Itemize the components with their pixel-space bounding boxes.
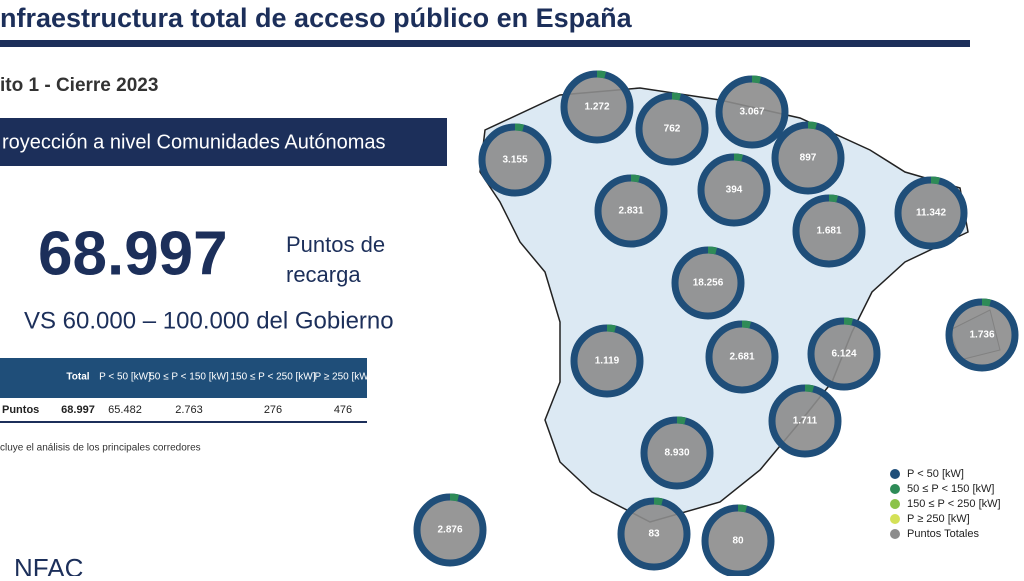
- donut-fill: [775, 391, 835, 451]
- donut-fill: [814, 324, 874, 384]
- table-header-cell: P ≥ 250 [kW]: [315, 372, 372, 383]
- donut-fill: [567, 77, 627, 137]
- table-header-cell: Total: [66, 372, 89, 383]
- donut-fill: [601, 181, 661, 241]
- donut-segment: [570, 324, 644, 398]
- donut-segment: [478, 123, 552, 197]
- region-value: 3.067: [739, 107, 764, 118]
- donut-layer: 1.272 762 3.067 3.155 897 394 2.831 11.342 1.681…: [413, 70, 1019, 578]
- region-value: 1.736: [969, 330, 994, 341]
- donut-fill: [708, 511, 768, 571]
- region-value: 6.124: [831, 349, 856, 360]
- title: nfraestructura total de acceso público e…: [0, 3, 633, 33]
- donut-segment: [945, 298, 1019, 372]
- region-value: 394: [726, 185, 743, 196]
- donut-segment: [701, 504, 775, 578]
- donut-segment: [635, 92, 709, 166]
- kpi-label: Puntos de: [286, 232, 385, 257]
- table-cell: 65.482: [108, 404, 142, 416]
- table-header: [0, 358, 367, 398]
- donut-segment: [671, 246, 745, 320]
- legend-label: 50 ≤ P < 150 [kW]: [907, 483, 994, 495]
- table-cell: 476: [334, 404, 352, 416]
- logo: NFAC: [14, 553, 83, 576]
- donut-fill: [722, 82, 782, 142]
- legend-swatch: [890, 529, 900, 539]
- donut-fill: [647, 423, 707, 483]
- table-header-cell: 50 ≤ P < 150 [kW]: [149, 372, 229, 383]
- donut-fill: [577, 331, 637, 391]
- donut-fill: [901, 183, 961, 243]
- donut-segment: [705, 320, 779, 394]
- table-cell: 68.997: [61, 404, 95, 416]
- kpi-value: 68.997: [38, 219, 228, 288]
- donut-fill: [485, 130, 545, 190]
- legend-label: Puntos Totales: [907, 528, 979, 540]
- donut-segment: [594, 174, 668, 248]
- donut-segment: [807, 317, 881, 391]
- donut-segment: [697, 153, 771, 227]
- region-value: 762: [664, 124, 681, 135]
- region-value: 2.681: [729, 352, 754, 363]
- donut-segment: [715, 75, 789, 149]
- region-value: 8.930: [664, 448, 689, 459]
- subtitle: ito 1 - Cierre 2023: [0, 75, 158, 96]
- donut-segment: [560, 70, 634, 144]
- banner-box: [0, 118, 447, 166]
- region-value: 1.681: [816, 226, 841, 237]
- region-value: 2.876: [437, 525, 462, 536]
- region-value: 80: [732, 536, 744, 547]
- legend-label: 150 ≤ P < 250 [kW]: [907, 498, 1001, 510]
- donut-fill: [778, 128, 838, 188]
- donut-fill: [624, 504, 684, 564]
- donut-segment: [792, 194, 866, 268]
- title-rule: [0, 40, 970, 47]
- table-cell: Puntos: [2, 404, 39, 416]
- table-header-cell: P < 50 [kW]: [99, 372, 151, 383]
- donut-fill: [642, 99, 702, 159]
- table-header-cell: 150 ≤ P < 250 [kW]: [230, 372, 315, 383]
- table-cell: 276: [264, 404, 282, 416]
- donut-segment: [894, 176, 968, 250]
- region-value: 11.342: [916, 208, 946, 219]
- donut-fill: [712, 327, 772, 387]
- donut-segment: [768, 384, 842, 458]
- legend-swatch: [890, 514, 900, 524]
- donut-fill: [420, 500, 480, 560]
- region-value: 1.119: [595, 356, 620, 367]
- region-value: 18.256: [693, 278, 724, 289]
- region-value: 897: [800, 153, 817, 164]
- legend-swatch: [890, 484, 900, 494]
- legend-label: P < 50 [kW]: [907, 468, 964, 480]
- region-value: 83: [648, 529, 660, 540]
- table-cell: 2.763: [175, 404, 203, 416]
- region-value: 1.711: [793, 416, 818, 427]
- legend-swatch: [890, 469, 900, 479]
- region-value: 3.155: [502, 155, 527, 166]
- comparison: VS 60.000 – 100.000 del Gobierno: [24, 307, 394, 334]
- donut-fill: [704, 160, 764, 220]
- donut-segment: [640, 416, 714, 490]
- donut-fill: [799, 201, 859, 261]
- donut-segment: [771, 121, 845, 195]
- donut-fill: [678, 253, 738, 313]
- region-value: 2.831: [618, 206, 643, 217]
- legend-label: P ≥ 250 [kW]: [907, 513, 970, 525]
- legend-swatch: [890, 499, 900, 509]
- footnote: cluye el análisis de los principales cor…: [0, 443, 201, 454]
- donut-segment: [617, 497, 691, 571]
- banner: royección a nivel Comunidades Autónomas: [2, 131, 386, 153]
- region-value: 1.272: [584, 102, 609, 113]
- donut-fill: [952, 305, 1012, 365]
- donut-segment: [413, 493, 487, 567]
- kpi-label: recarga: [286, 262, 361, 287]
